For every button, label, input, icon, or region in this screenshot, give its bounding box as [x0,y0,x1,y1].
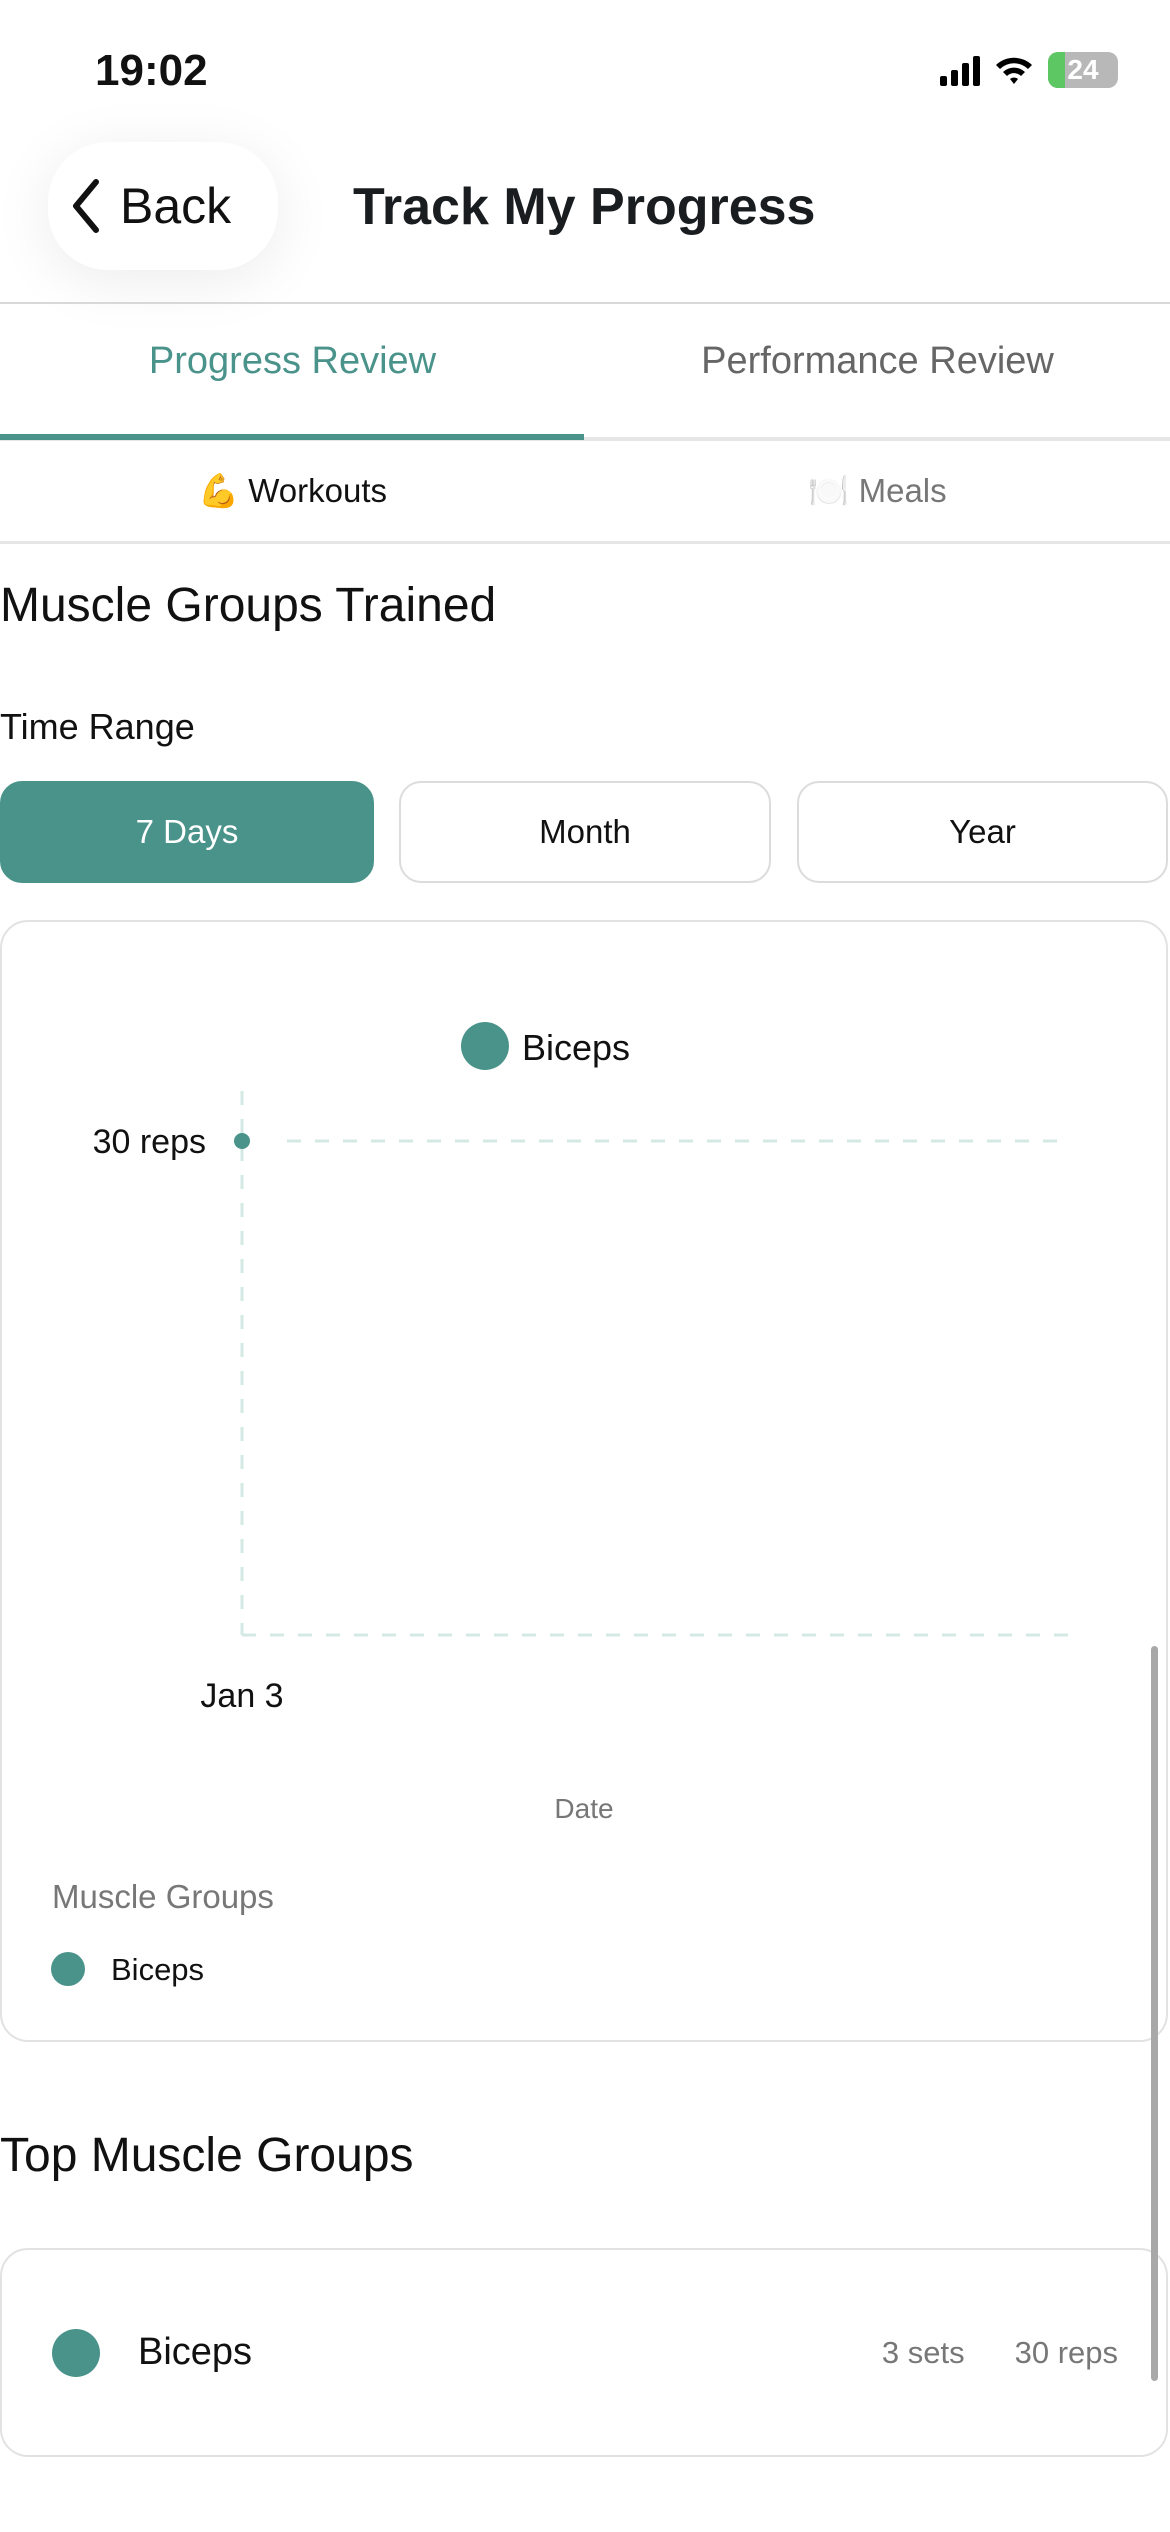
flexed-biceps-icon: 💪 [197,472,240,509]
status-icons: 24 [940,52,1118,88]
tab-indicator [0,434,584,440]
range-month-button[interactable]: Month [399,781,771,883]
subtab-label: Meals [858,472,947,509]
page-title: Track My Progress [353,178,816,236]
muscle-color-dot [52,2328,100,2377]
muscle-reps: 30 reps [1014,2334,1118,2370]
subtab-workouts[interactable]: 💪 Workouts [0,472,585,511]
back-label: Back [120,178,232,234]
plate-cutlery-icon: 🍽️ [808,472,850,509]
chart-card [0,920,1168,2042]
tab-performance-review[interactable]: Performance Review [701,340,1054,382]
scatter-chart: Biceps 30 reps Jan 3 Date Muscle Groups … [51,1022,1068,1987]
legend-item-label: Biceps [111,1952,204,1987]
subtab-meals[interactable]: 🍽️ Meals [585,472,1170,511]
muscle-group-row[interactable]: Biceps 3 sets 30 reps [0,2248,1168,2457]
legend-title: Muscle Groups [52,1878,274,1915]
legend-item-marker [51,1952,85,1986]
time-range-label: Time Range [0,706,195,747]
tab-progress-review[interactable]: Progress Review [148,340,437,382]
muscle-sets: 3 sets [881,2334,965,2370]
scrollbar[interactable] [1151,1646,1158,2381]
section-title: Top Muscle Groups [0,2129,414,2182]
y-tick-label: 30 reps [93,1123,206,1161]
data-point-biceps-jan-3[interactable] [234,1133,250,1149]
status-time: 19:02 [95,46,208,95]
battery-icon: 24 [1048,52,1118,88]
header-divider [0,302,1170,304]
tabs-track [0,437,1170,441]
x-tick-label: Jan 3 [200,1677,283,1715]
range-year-button[interactable]: Year [797,781,1168,883]
range-7-days-button[interactable]: 7 Days [0,781,374,883]
section-title: Muscle Groups Trained [0,579,497,632]
wifi-icon [996,57,1032,84]
signal-icon [940,54,980,86]
x-axis-label: Date [554,1793,613,1824]
chevron-left-icon [73,179,99,233]
legend-label: Biceps [522,1027,630,1068]
subtab-divider [0,541,1170,544]
battery-level: 24 [1067,54,1099,85]
subtab-label: Workouts [248,472,388,509]
legend-marker [461,1022,509,1070]
back-button[interactable]: Back [48,142,278,270]
muscle-name: Biceps [138,2331,253,2373]
